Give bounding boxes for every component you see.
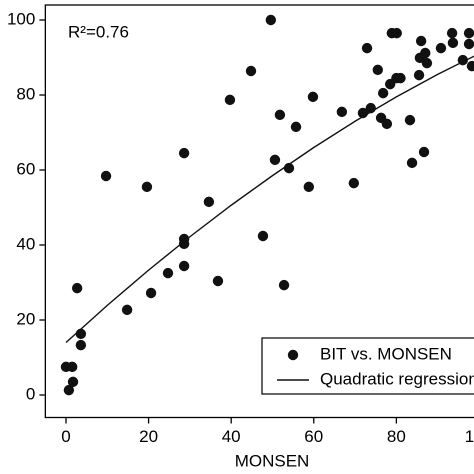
point xyxy=(466,60,474,72)
x-tick-label: 20 xyxy=(139,427,158,446)
point xyxy=(269,154,281,166)
point xyxy=(257,230,269,242)
point xyxy=(377,87,389,99)
point xyxy=(265,14,277,26)
point xyxy=(463,27,474,39)
point xyxy=(361,42,373,54)
x-tick-label: 60 xyxy=(304,427,323,446)
point xyxy=(178,260,190,272)
point xyxy=(372,64,383,76)
legend-label: BIT vs. MONSEN xyxy=(320,344,452,363)
point xyxy=(413,69,425,81)
y-tick-label: 80 xyxy=(16,84,35,103)
point xyxy=(141,181,153,193)
point xyxy=(75,328,87,340)
point xyxy=(406,157,418,169)
point xyxy=(421,57,433,69)
point xyxy=(145,287,157,299)
point xyxy=(418,146,430,158)
y-tick-label: 0 xyxy=(26,384,35,403)
point xyxy=(391,27,402,39)
point xyxy=(290,121,302,133)
point xyxy=(67,376,79,388)
point xyxy=(415,35,427,47)
point xyxy=(245,65,257,77)
point xyxy=(100,170,112,182)
point xyxy=(348,177,360,189)
point xyxy=(435,42,447,54)
point xyxy=(71,282,83,294)
point xyxy=(278,279,290,291)
point xyxy=(274,109,286,121)
point xyxy=(446,27,458,39)
plot-frame xyxy=(44,4,474,419)
point xyxy=(75,339,87,351)
point xyxy=(224,94,236,106)
point xyxy=(395,72,406,84)
point xyxy=(404,114,416,126)
annotation: R²=0.76 xyxy=(68,22,129,41)
y-tick-label: 60 xyxy=(16,159,35,178)
point xyxy=(212,275,224,287)
x-tick-label: 100 xyxy=(465,427,474,446)
point xyxy=(63,384,75,396)
y-tick-label: 20 xyxy=(16,309,35,328)
point xyxy=(203,196,215,208)
point xyxy=(178,147,190,159)
point xyxy=(307,91,319,103)
y-tick-label: 40 xyxy=(16,234,35,253)
point xyxy=(303,181,315,193)
x-tick-label: 40 xyxy=(222,427,241,446)
legend-box xyxy=(261,337,474,395)
point xyxy=(121,304,133,316)
point xyxy=(381,118,393,130)
point xyxy=(463,38,474,50)
x-axis-label: MONSEN xyxy=(235,451,310,470)
x-tick-label: 0 xyxy=(61,427,70,446)
point xyxy=(178,238,190,250)
legend-marker xyxy=(287,349,299,361)
legend-label: Quadratic regression xyxy=(320,369,474,388)
point xyxy=(447,37,459,49)
point xyxy=(162,267,174,279)
point xyxy=(420,47,431,59)
point xyxy=(66,361,78,373)
regression-line xyxy=(65,55,474,344)
x-tick-label: 80 xyxy=(387,427,406,446)
y-tick-label: 100 xyxy=(7,9,35,28)
point xyxy=(336,106,348,118)
